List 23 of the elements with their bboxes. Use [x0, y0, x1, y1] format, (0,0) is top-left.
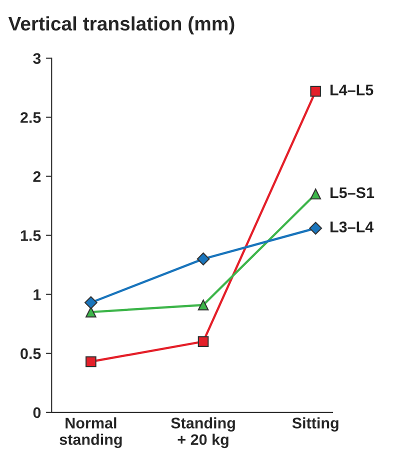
- point: [198, 336, 209, 347]
- y-tick-label: 3: [33, 53, 41, 64]
- x-tick-label: Sitting: [292, 417, 338, 432]
- y-tick-label: 0: [33, 407, 41, 418]
- y-tick-label: 1: [34, 289, 41, 300]
- y-tick-label: 0.5: [20, 348, 41, 360]
- point: [309, 222, 322, 235]
- chart-title: Vertical translation (mm): [8, 16, 234, 34]
- series-label: L4–L5: [330, 84, 374, 96]
- point: [84, 296, 98, 310]
- point: [310, 86, 322, 97]
- point: [198, 300, 209, 310]
- x-tick-label: Normal standing: [60, 417, 122, 448]
- point: [196, 252, 210, 266]
- y-tick-label: 2: [33, 171, 41, 182]
- series-label: L5–S1: [330, 187, 374, 198]
- point: [86, 306, 96, 318]
- x-tick-label: Standing + 20 kg: [171, 417, 235, 448]
- point: [86, 356, 96, 368]
- y-tick-label: 2.5: [20, 112, 41, 123]
- y-tick-label: 1.5: [20, 230, 41, 242]
- point: [310, 188, 322, 200]
- series-label: L3–L4: [330, 222, 374, 232]
